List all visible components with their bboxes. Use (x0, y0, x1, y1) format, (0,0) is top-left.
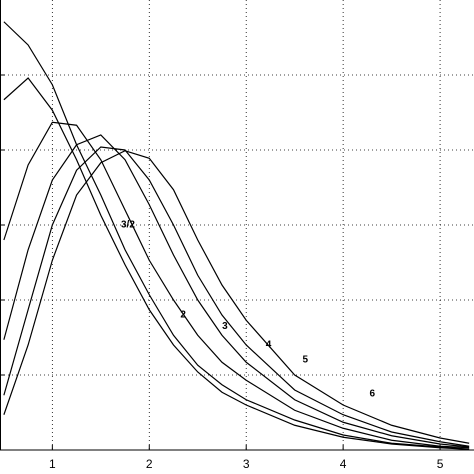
curve (3, 77, 470, 450)
curve-label: 3 (222, 321, 228, 332)
x-tick-label: 4 (340, 457, 347, 471)
x-tick-label: 3 (243, 457, 250, 471)
curve-label: 3/2 (121, 220, 135, 231)
curve (3, 21, 470, 450)
curve-label: 6 (369, 388, 375, 399)
x-tick-label: 2 (146, 457, 153, 471)
curve (3, 134, 470, 448)
curve (3, 150, 470, 444)
curve (3, 121, 470, 449)
x-tick-label: 1 (49, 457, 56, 471)
curve (3, 146, 470, 447)
x-tick-label: 5 (437, 457, 444, 471)
curve-label: 5 (303, 355, 309, 366)
